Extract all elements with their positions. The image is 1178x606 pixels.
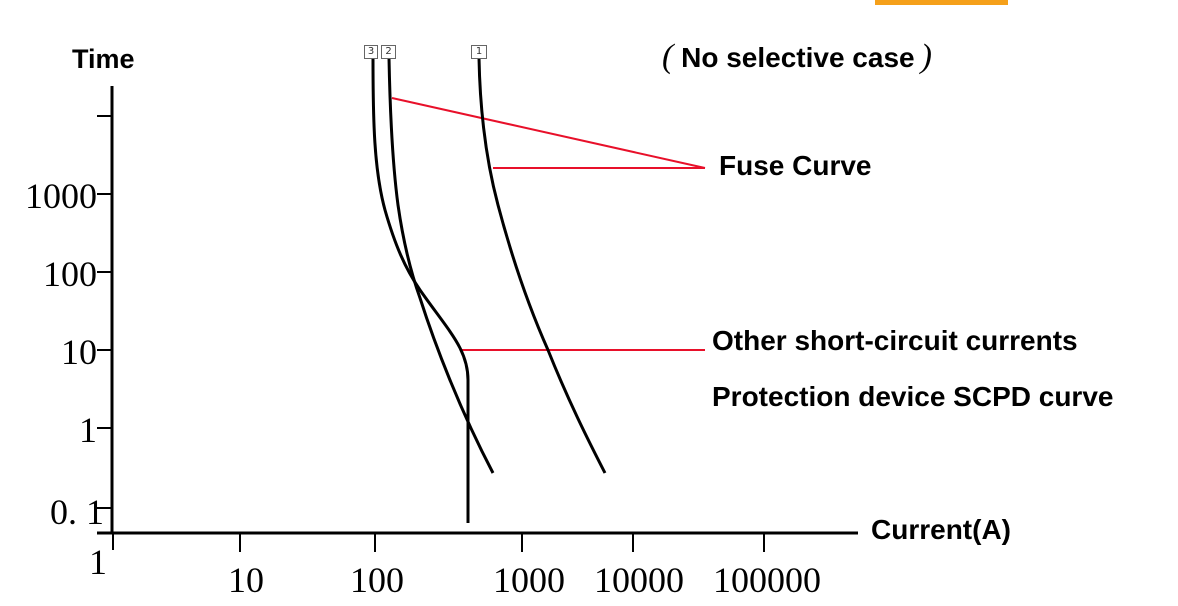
annotation-fuse-curve: Fuse Curve bbox=[719, 150, 872, 181]
curve-tag-3: 3 bbox=[364, 45, 378, 59]
chart-subtitle: ( No selective case) bbox=[662, 38, 932, 76]
x-tick-label-100: 100 bbox=[350, 560, 404, 600]
annotation-scpd-curve: Protection device SCPD curve bbox=[712, 381, 1114, 412]
y-tick-label-1000: 1000 bbox=[25, 176, 97, 216]
x-tick-label-10: 10 bbox=[228, 560, 264, 600]
subtitle-open-paren: ( bbox=[662, 38, 674, 75]
fuse-leader-line-2 bbox=[391, 97, 706, 169]
x-tick-label-1: 1 bbox=[89, 542, 107, 582]
curve-tag-1: 1 bbox=[471, 45, 487, 59]
subtitle-close-paren: ) bbox=[920, 38, 932, 75]
curve-3-scpd bbox=[371, 57, 470, 523]
y-axis-title: Time bbox=[72, 44, 135, 74]
x-axis-title: Current(A) bbox=[871, 514, 1011, 545]
subtitle-text: No selective case bbox=[673, 42, 915, 73]
x-tick-label-100000: 100000 bbox=[713, 560, 821, 600]
y-tick-label-10: 10 bbox=[61, 332, 97, 372]
annotation-other-short-circuit: Other short-circuit currents bbox=[712, 325, 1078, 356]
curve-tag-2: 2 bbox=[381, 45, 396, 59]
curve-1-fuse bbox=[477, 57, 607, 474]
x-tick-label-10000: 10000 bbox=[594, 560, 684, 600]
x-tick-label-1000: 1000 bbox=[493, 560, 565, 600]
curve-2-fuse bbox=[387, 57, 495, 474]
top-orange-bar bbox=[875, 0, 1008, 5]
y-tick-label-100: 100 bbox=[43, 254, 97, 294]
y-tick-label-0-1: 0. 1 bbox=[50, 492, 104, 532]
y-tick-label-1: 1 bbox=[79, 410, 97, 450]
